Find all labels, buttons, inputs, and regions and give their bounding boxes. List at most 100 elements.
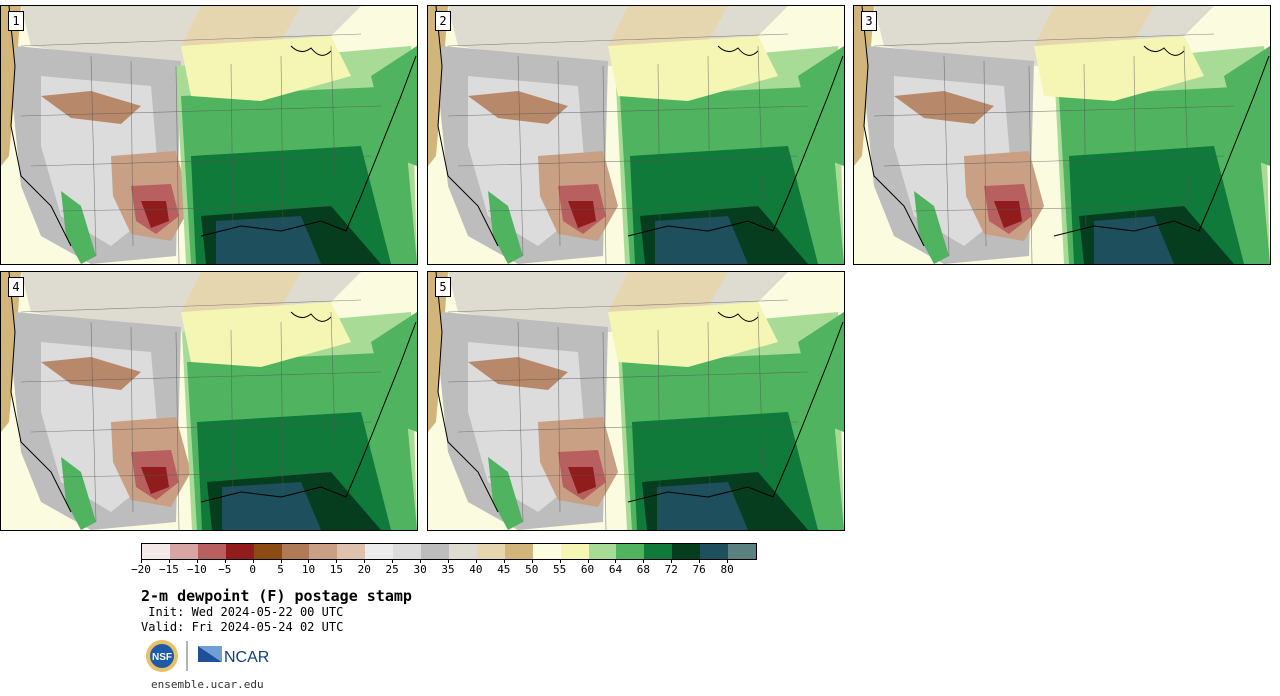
west-coastline	[8, 272, 72, 513]
colorbar-swatch	[169, 544, 198, 559]
colorbar-tick-label: −15	[158, 563, 179, 576]
dewpoint-map	[1, 6, 417, 264]
map-panel-3: 3	[853, 5, 1271, 265]
colorbar-tick-mark	[615, 559, 617, 563]
baja-coast-region	[488, 457, 523, 530]
colorbar-tick-mark	[196, 559, 198, 563]
state-boundary-line	[90, 321, 97, 523]
north-moist-region	[1034, 36, 1204, 101]
colorbar-tick-label: 45	[497, 563, 511, 576]
state-boundary-line	[330, 311, 337, 473]
north-moist-region	[181, 36, 351, 101]
pacific-coast-region	[854, 6, 874, 166]
colorbar-tick-label: 50	[525, 563, 539, 576]
state-boundary-line	[757, 45, 764, 207]
state-boundary-line	[447, 33, 789, 47]
state-boundary-line	[943, 55, 950, 257]
colorbar-tick-label: 60	[580, 563, 595, 576]
pacific-coast-region	[1, 272, 21, 432]
dewpoint-map	[1, 272, 417, 530]
colorbar-tick-mark	[587, 559, 589, 563]
state-boundary-line	[602, 65, 607, 264]
colorbar-tick-label: 80	[720, 563, 734, 576]
valid-time: Valid: Fri 2024-05-24 02 UTC	[141, 620, 344, 634]
colorbar-tick-mark	[448, 559, 449, 563]
panel-number: 4	[8, 277, 24, 297]
panel-number: 1	[8, 11, 24, 31]
colorbar-tick-mark	[699, 559, 701, 563]
state-boundary-line	[20, 33, 362, 47]
north-tan-region	[608, 272, 728, 317]
init-time: Init: Wed 2024-05-22 00 UTC	[141, 605, 344, 619]
colorbar-tick-label: 15	[329, 563, 343, 576]
colorbar-tick-mark	[531, 559, 533, 563]
baja-coast-region	[61, 457, 96, 530]
southwest-core-region	[568, 467, 596, 494]
colorbar-tick-label: −10	[186, 563, 207, 576]
state-boundary-line	[707, 321, 711, 493]
west-coastline	[435, 272, 499, 513]
map-panel-5: 5	[427, 271, 845, 531]
atlantic-region	[1224, 46, 1270, 166]
west-coastline	[861, 6, 925, 247]
gulf-of-mexico-region	[655, 216, 748, 264]
state-boundary-line	[457, 155, 799, 167]
colorbar-swatch	[588, 544, 617, 559]
colorbar-swatch	[448, 544, 477, 559]
state-boundary-line	[983, 60, 987, 247]
atlantic-region	[371, 312, 417, 432]
colorbar-tick-label: 30	[413, 563, 427, 576]
state-boundary-line	[60, 471, 332, 478]
colorbar-swatch	[532, 544, 561, 559]
atlantic-region	[798, 46, 844, 166]
state-boundary-line	[230, 63, 234, 232]
colorbar-tick-mark	[364, 559, 366, 563]
colorbar-swatch	[421, 544, 449, 559]
colorbar-tick-mark	[671, 559, 673, 563]
state-boundary-line	[557, 326, 561, 513]
state-boundary-line	[175, 331, 180, 530]
north-tan-region	[181, 272, 301, 317]
dewpoint-map	[428, 272, 844, 530]
southwest-core-region	[141, 467, 169, 494]
site-url: ensemble.ucar.edu	[151, 678, 264, 691]
state-boundary-line	[457, 421, 799, 433]
state-boundary-line	[330, 45, 337, 207]
gulf-of-mexico-region	[657, 482, 748, 530]
state-boundary-line	[1133, 55, 1137, 227]
great-lakes-outline	[717, 45, 759, 56]
state-boundary-line	[657, 63, 661, 232]
state-boundary-line	[280, 55, 284, 227]
colorbar-tick-mark	[503, 559, 505, 563]
north-moist-region	[608, 302, 778, 367]
colorbar-tick-mark	[559, 559, 561, 563]
east-coastline	[627, 321, 844, 503]
colorbar-tick-label: 72	[664, 563, 678, 576]
state-boundary-line	[230, 329, 234, 498]
colorbar-tick-label: 55	[553, 563, 567, 576]
colorbar-tick-mark	[168, 559, 170, 563]
ncar-logo-text: NCAR	[224, 649, 269, 666]
north-tan-region	[608, 6, 728, 51]
state-boundary-line	[280, 321, 284, 493]
colorbar-tick-label: −20	[131, 563, 151, 576]
colorbar-swatch	[197, 544, 226, 559]
state-boundary-line	[707, 55, 711, 227]
great-basin-dry-region	[894, 91, 994, 124]
colorbar-swatch	[728, 544, 756, 559]
state-boundary-line	[447, 371, 809, 383]
state-boundary-line	[1028, 65, 1033, 264]
colorbar-tick-mark	[420, 559, 422, 563]
colorbar-tick-mark	[224, 559, 226, 563]
pacific-coast-region	[428, 272, 448, 432]
state-boundary-line	[130, 326, 134, 513]
state-boundary-line	[90, 55, 97, 257]
colorbar-swatch	[142, 544, 170, 559]
north-moist-region	[608, 36, 778, 101]
colorbar-swatch	[616, 544, 645, 559]
colorbar-swatch	[700, 544, 729, 559]
state-boundary-line	[30, 155, 372, 167]
east-coastline	[627, 55, 844, 237]
colorbar-tick-mark	[392, 559, 394, 563]
colorbar-swatch	[393, 544, 422, 559]
